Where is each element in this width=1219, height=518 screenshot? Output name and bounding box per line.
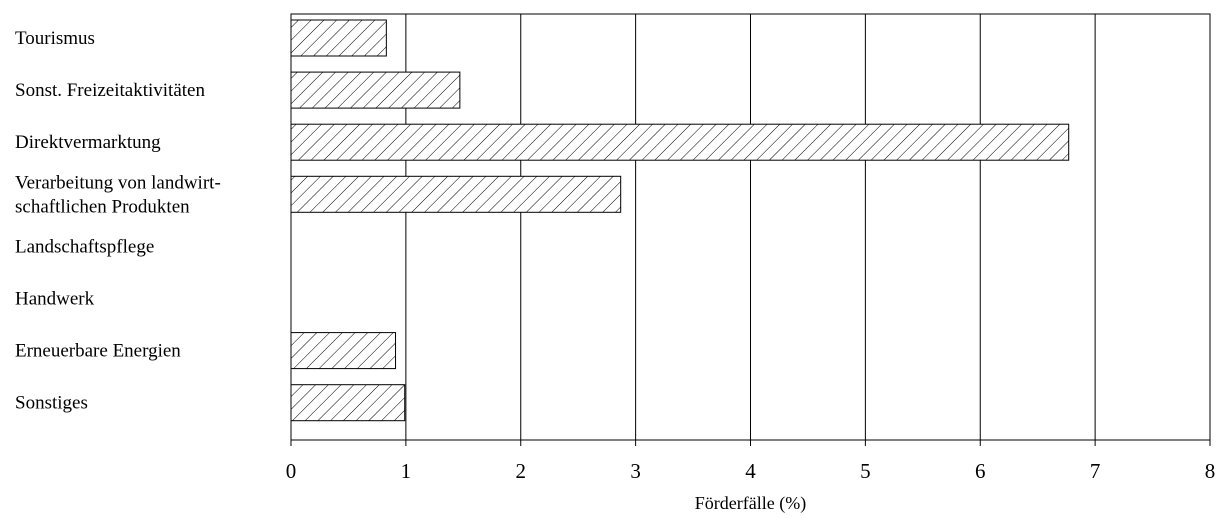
category-label: Sonst. Freizeitaktivitäten <box>15 80 205 101</box>
x-axis-title: Förderfälle (%) <box>695 493 806 514</box>
x-axis-ticks: 0 1 2 3 4 5 6 7 8 <box>286 440 1216 483</box>
category-label: Direktvermarktung <box>15 132 161 153</box>
x-tick-label: 5 <box>860 459 871 483</box>
x-tick-label: 0 <box>286 459 297 483</box>
grid <box>405 14 1096 440</box>
bar <box>290 175 622 213</box>
bar <box>290 123 1070 161</box>
category-label: Tourismus <box>15 28 95 49</box>
bar <box>290 332 397 370</box>
bars <box>290 19 1070 422</box>
category-label: Erneuerbare Energien <box>15 341 181 362</box>
x-tick-label: 8 <box>1205 459 1216 483</box>
category-label: schaftlichen Produkten <box>15 196 190 217</box>
bar <box>290 19 387 57</box>
x-tick-label: 7 <box>1090 459 1101 483</box>
category-label: Sonstiges <box>15 393 88 414</box>
x-tick-label: 2 <box>516 459 527 483</box>
bar <box>290 384 406 422</box>
category-labels: Tourismus Sonst. Freizeitaktivitäten Direk… <box>15 28 221 414</box>
x-tick-label: 4 <box>745 459 756 483</box>
category-label: Verarbeitung von landwirt- <box>15 172 221 193</box>
category-label: Handwerk <box>15 289 95 310</box>
x-tick-label: 6 <box>975 459 986 483</box>
x-tick-label: 3 <box>630 459 641 483</box>
bar <box>290 71 461 109</box>
x-tick-label: 1 <box>401 459 412 483</box>
category-label: Landschaftspflege <box>15 236 154 257</box>
